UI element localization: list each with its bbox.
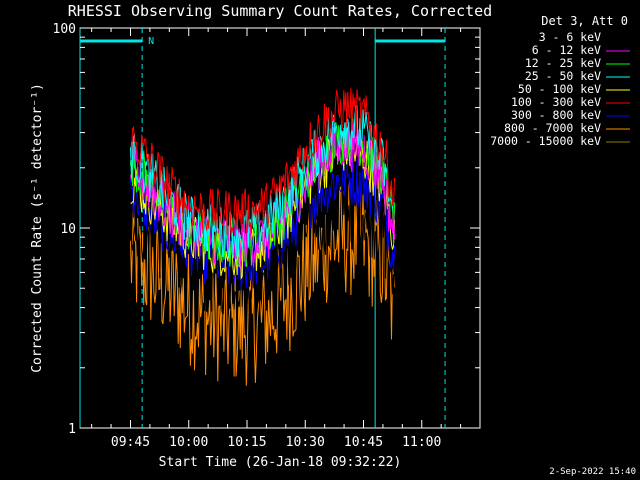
legend-label-1: 6 - 12 keV xyxy=(532,43,601,57)
legend-label-5: 100 - 300 keV xyxy=(511,95,601,109)
x-tick-label-0: 09:45 xyxy=(111,435,150,450)
y-tick-label-2: 100 xyxy=(53,22,76,37)
x-tick-label-4: 10:45 xyxy=(344,435,383,450)
series-line-1 xyxy=(130,118,396,269)
legend-label-2: 12 - 25 keV xyxy=(525,56,601,70)
plot-timestamp: 2-Sep-2022 15:40 xyxy=(549,467,636,477)
y-tick-label-0: 1 xyxy=(68,422,76,437)
x-tick-label-5: 11:00 xyxy=(402,435,441,450)
legend-label-4: 50 - 100 keV xyxy=(518,82,601,96)
x-tick-label-3: 10:30 xyxy=(286,435,325,450)
series-line-3 xyxy=(130,105,395,259)
axes-layer: 09:45 10:00 10:15 10:30 10:45 11:00 1 10 100 xyxy=(53,22,480,450)
y-tick-label-1: 10 xyxy=(60,222,76,237)
legend-label-0: 3 - 6 keV xyxy=(539,30,601,44)
series-line-6 xyxy=(130,153,396,290)
legend-label-8: 7000 - 15000 keV xyxy=(490,134,601,148)
annotation-0: N xyxy=(148,36,154,47)
y-axis-label: Corrected Count Rate (s⁻¹ detector⁻¹) xyxy=(30,83,45,373)
chart-title: RHESSI Observing Summary Count Rates, Co… xyxy=(68,2,492,20)
legend-label-7: 800 - 7000 keV xyxy=(504,121,601,135)
legend-label-6: 300 - 800 keV xyxy=(511,108,601,122)
x-tick-label-2: 10:15 xyxy=(227,435,266,450)
legend-header: Det 3, Att 0 xyxy=(541,14,628,28)
series-line-5 xyxy=(130,87,396,235)
legend-label-3: 25 - 50 keV xyxy=(525,69,601,83)
night-markers: N xyxy=(79,28,446,428)
series-line-7 xyxy=(130,181,396,386)
x-tick-label-1: 10:00 xyxy=(169,435,208,450)
series-layer xyxy=(130,87,396,386)
x-axis-label: Start Time (26-Jan-18 09:32:22) xyxy=(159,455,402,470)
